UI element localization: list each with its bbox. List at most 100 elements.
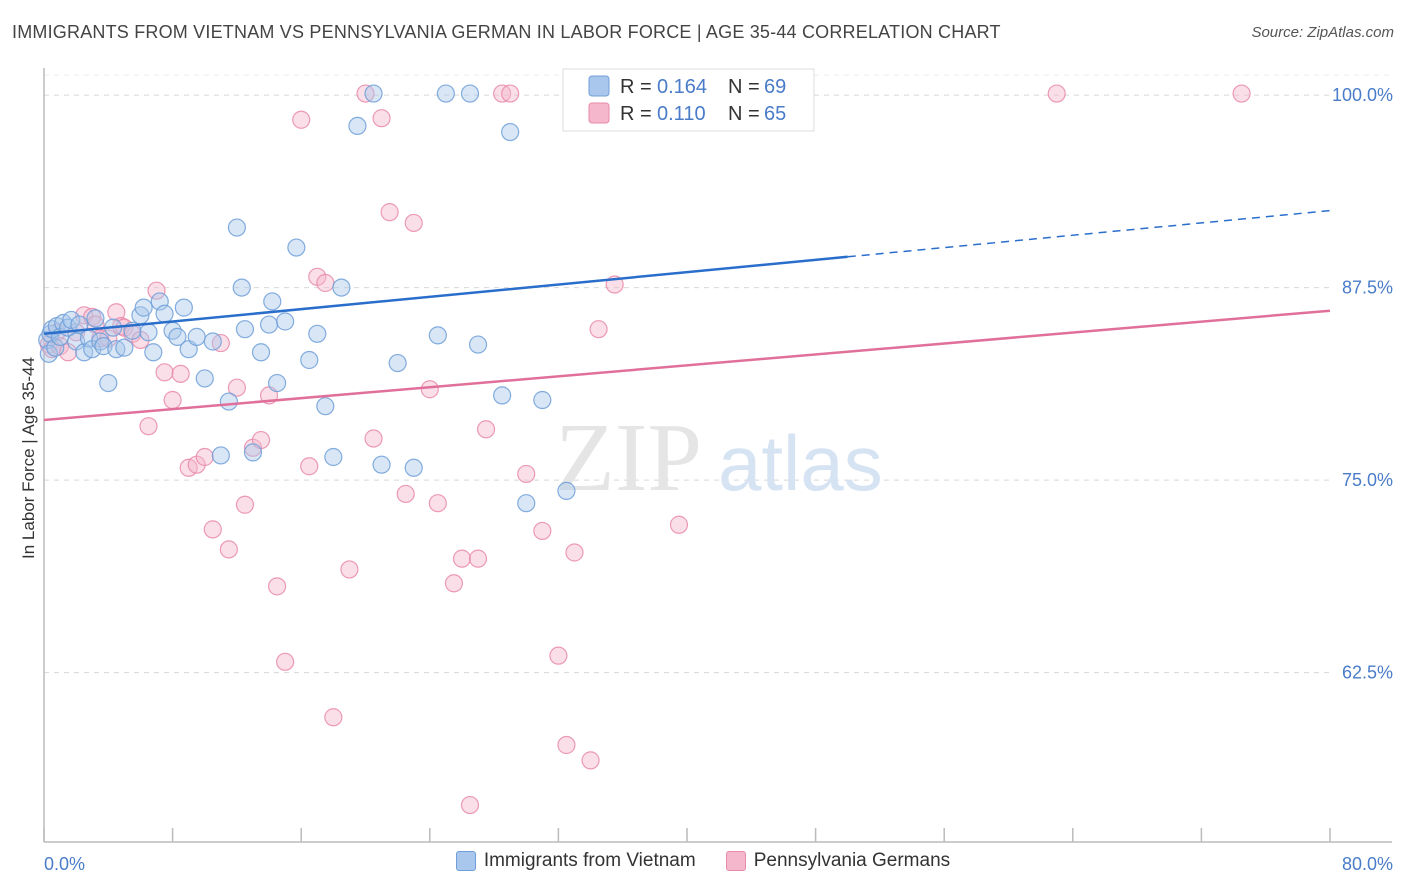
watermark-atlas: atlas [718,419,883,507]
data-point [300,457,319,476]
data-point [308,324,327,343]
y-tick-label: 87.5% [1342,278,1393,298]
y-tick-label: 62.5% [1342,663,1393,683]
data-point [263,292,282,311]
trend-line-vietnam-extension [847,209,1331,258]
legend-swatch-blue [455,851,476,871]
data-point [372,109,391,128]
watermark-zip: ZIP [555,404,702,512]
data-point [292,110,311,129]
data-point [340,560,359,579]
data-point [388,353,407,373]
data-point [669,515,689,534]
data-point [436,84,455,103]
data-point [243,443,263,462]
data-point [300,350,319,370]
data-point [493,386,512,405]
data-point [364,429,383,448]
data-point [139,323,158,342]
data-point [452,549,472,568]
data-point [332,278,351,297]
data-point [316,397,335,416]
bottom-legend-item-vietnam: Immigrants from Vietnam [455,850,696,872]
data-point [155,363,174,382]
data-point [348,116,367,136]
data-point [267,577,287,596]
bottom-legend-label: Pennsylvania Germans [753,850,951,871]
data-point [372,455,391,474]
data-point [227,378,246,397]
bottom-legend-label: Immigrants from Vietnam [483,850,696,871]
data-point [115,338,134,357]
data-point [259,315,279,334]
legend: R = 0.164 N = 69 R = 0.110 N = 65 [562,68,815,132]
data-point [147,281,166,300]
legend-r-value: 0.110 [657,103,706,125]
data-point [86,309,105,328]
data-point [380,203,399,222]
data-point [533,390,552,410]
data-point [267,373,287,393]
data-point [144,343,163,362]
data-point [324,708,343,727]
data-point [235,320,255,339]
data-point [174,298,193,317]
data-point [219,540,238,559]
data-point [549,646,568,665]
data-point [46,338,65,357]
data-point [468,549,488,568]
legend-swatch-pink [725,851,746,871]
data-point [203,520,222,539]
data-point [195,369,214,388]
data-point [460,795,480,815]
data-point [557,481,576,500]
data-point [468,335,488,354]
watermark: ZIP atlas [555,404,883,512]
grid-lines [44,74,1392,674]
data-point [276,312,295,331]
y-axis-label: In Labor Force | Age 35-44 [19,357,38,559]
data-point [428,494,447,513]
legend-swatch [588,102,610,124]
data-point [364,84,383,103]
legend-r-value: 0.164 [657,76,707,98]
data-point [168,327,187,346]
data-point [533,521,552,541]
trend-line-vietnam [43,255,848,336]
data-point [232,278,251,297]
legend-n-label: N = [728,76,760,98]
trend-lines [43,209,1331,422]
y-tick-label: 100.0% [1332,85,1393,105]
data-point [1047,84,1066,103]
data-point [163,390,182,410]
data-point [219,392,238,411]
data-point [404,458,423,477]
data-point [420,380,439,399]
data-point [404,213,423,233]
data-point [501,122,520,142]
data-point [195,447,214,467]
axes [43,68,1392,843]
trend-line-pa-germans [43,309,1331,422]
x-tick-label: 0.0% [44,854,85,874]
data-point [139,417,158,436]
data-point [324,447,343,467]
chart-title: IMMIGRANTS FROM VIETNAM VS PENNSYLVANIA … [12,22,1001,42]
bottom-legend: Immigrants from Vietnam Pennsylvania Ger… [0,850,1406,872]
data-point [107,303,126,322]
data-point [171,364,190,383]
data-point [187,327,206,346]
data-point [460,84,480,103]
data-point [428,326,447,345]
legend-r-label: R = [620,76,652,98]
data-point [517,494,536,513]
data-point [476,420,496,439]
legend-n-value: 69 [764,76,786,98]
y-tick-label: 75.0% [1342,470,1393,490]
data-point [581,751,600,770]
data-point [517,464,536,484]
data-point [134,298,153,317]
data-point [565,543,584,562]
legend-r-label: R = [620,103,652,125]
